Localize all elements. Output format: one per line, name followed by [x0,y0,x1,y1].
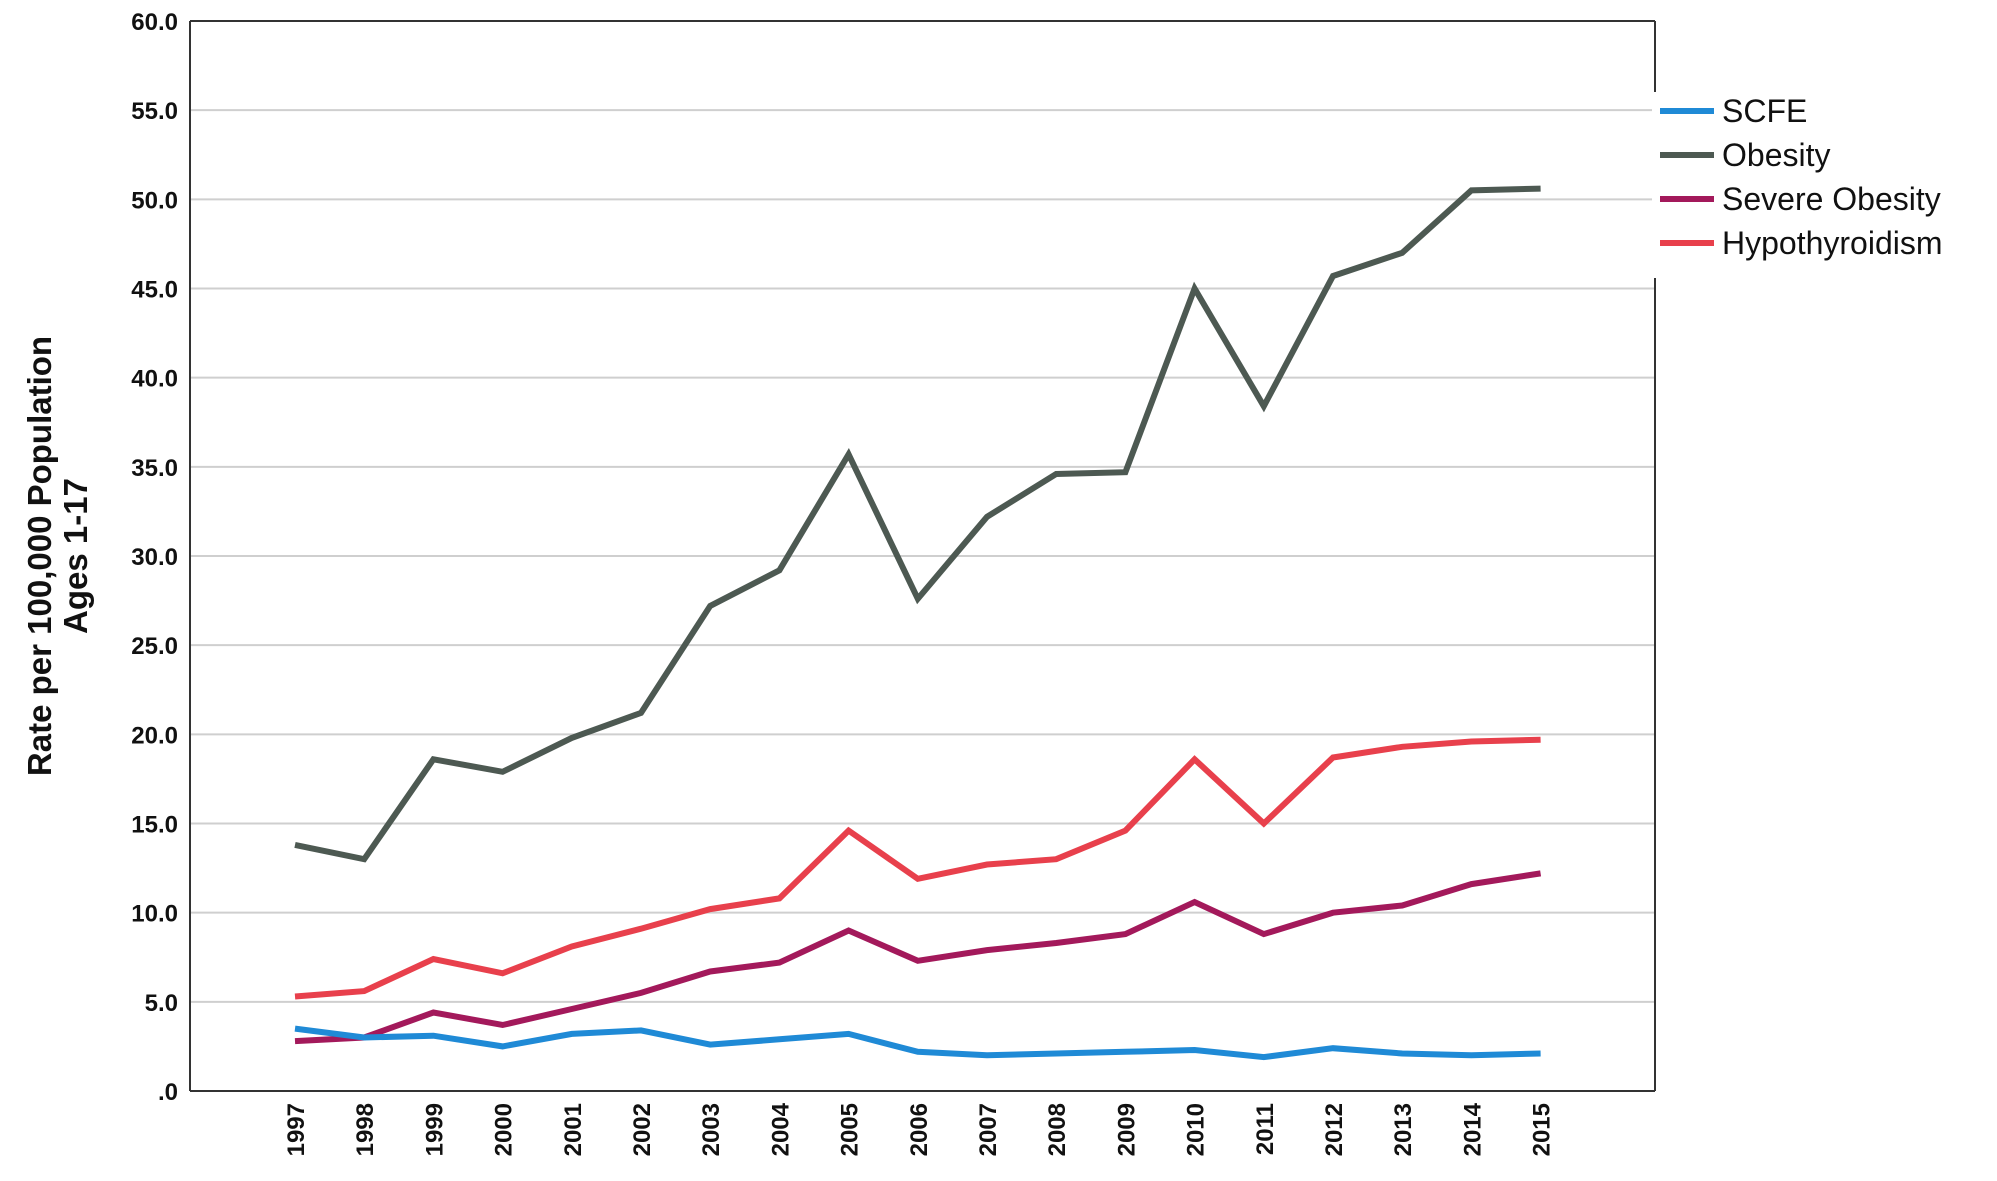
x-tick-label: 2005 [837,1103,864,1156]
y-tick-labels: .0 5.0 10.0 15.0 20.0 25.0 30.0 35.0 40.0 45.0 50.… [131,9,178,1106]
x-tick-label: 2010 [1183,1103,1210,1156]
legend-label: Hypothyroidism [1722,225,1943,261]
x-tick-label: 1999 [421,1103,448,1156]
x-tick-labels: 1997 1998 1999 2000 2001 2002 2003 2004 2005 2006… [283,1102,1556,1156]
x-tick-label: 2015 [1529,1103,1556,1156]
y-tick-label: 35.0 [131,455,178,482]
x-tick-label: 2002 [629,1103,656,1156]
x-tick-label: 2011 [1252,1103,1279,1155]
x-tick-label: 2009 [1113,1103,1140,1156]
y-tick-label: .0 [158,1079,178,1106]
y-tick-label: 45.0 [131,277,178,304]
x-tick-label: 2012 [1321,1103,1348,1156]
series-line-scfe [294,1025,1541,1061]
y-axis-label-line: Rate per 100,000 Population [21,336,58,776]
legend: SCFE Obesity Severe Obesity Hypothyroidism [1652,92,1997,278]
y-tick-label: 55.0 [131,98,178,125]
x-tick-label: 2001 [560,1103,587,1156]
y-tick-label: 60.0 [131,9,178,36]
y-axis-label: Rate per 100,000 Population Ages 1-17 [21,336,94,776]
y-tick-label: 15.0 [131,812,178,839]
x-tick-label: 2006 [906,1103,933,1156]
x-tick-label: 1997 [283,1103,310,1156]
legend-label: Severe Obesity [1722,181,1941,217]
x-tick-label: 2013 [1390,1103,1417,1156]
y-tick-label: 5.0 [145,990,178,1017]
y-axis-label-line: Ages 1-17 [57,478,94,634]
y-tick-label: 20.0 [131,722,178,749]
x-tick-label: 2014 [1459,1102,1486,1156]
x-tick-label: 2007 [975,1103,1002,1156]
y-tick-label: 40.0 [131,366,178,393]
y-tick-label: 30.0 [131,544,178,571]
gridlines [190,20,1655,1003]
x-tick-label: 2000 [491,1103,518,1156]
y-tick-label: 10.0 [131,901,178,928]
series-line-severe-obesity [294,870,1542,1045]
series-line-hypothyroidism [294,736,1541,1000]
series-lines [294,185,1542,1061]
x-tick-label: 1998 [352,1103,379,1156]
x-tick-label: 2003 [698,1103,725,1156]
legend-label: SCFE [1722,93,1807,129]
series-line-obesity [294,185,1541,863]
x-tick-label: 2004 [767,1102,794,1156]
legend-background [1652,92,1997,278]
y-tick-label: 50.0 [131,187,178,214]
axes [189,20,1656,1092]
y-tick-label: 25.0 [131,633,178,660]
legend-label: Obesity [1722,137,1830,173]
x-tick-label: 2008 [1044,1103,1071,1156]
